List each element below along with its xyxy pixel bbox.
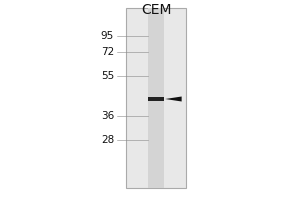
Bar bbox=[126, 8, 186, 188]
Text: 28: 28 bbox=[101, 135, 114, 145]
Text: 72: 72 bbox=[101, 47, 114, 57]
Polygon shape bbox=[165, 97, 182, 101]
Bar bbox=[148, 8, 164, 188]
Text: CEM: CEM bbox=[141, 3, 171, 17]
Bar bbox=[148, 97, 164, 101]
Text: 36: 36 bbox=[101, 111, 114, 121]
Text: 95: 95 bbox=[101, 31, 114, 41]
Text: 55: 55 bbox=[101, 71, 114, 81]
